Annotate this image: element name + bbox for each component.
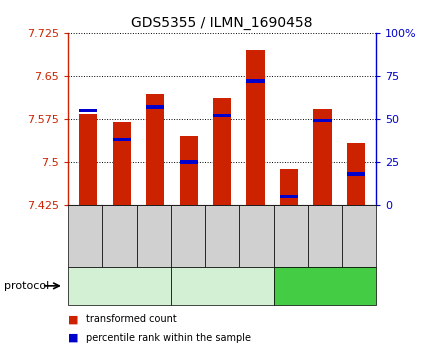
Text: control siRNA
transfected: control siRNA transfected bbox=[294, 276, 355, 295]
Bar bbox=[246, 50, 265, 205]
Bar bbox=[213, 98, 231, 205]
Title: GDS5355 / ILMN_1690458: GDS5355 / ILMN_1690458 bbox=[132, 16, 313, 30]
Text: percentile rank within the sample: percentile rank within the sample bbox=[86, 333, 251, 343]
Bar bbox=[280, 195, 298, 198]
Bar bbox=[113, 122, 131, 205]
Bar bbox=[146, 94, 165, 205]
Text: GSM1193999: GSM1193999 bbox=[355, 211, 363, 261]
Text: GSM1193995: GSM1193995 bbox=[286, 211, 295, 261]
Bar bbox=[313, 109, 332, 205]
Text: transformed count: transformed count bbox=[86, 314, 176, 325]
Bar bbox=[347, 143, 365, 205]
Bar bbox=[180, 160, 198, 164]
Bar bbox=[180, 136, 198, 205]
Bar bbox=[280, 170, 298, 205]
Text: RBP2-siRNA-2
transfected: RBP2-siRNA-2 transfected bbox=[191, 276, 253, 295]
Text: GSM1193998: GSM1193998 bbox=[218, 211, 227, 261]
Text: GSM1194002: GSM1194002 bbox=[115, 211, 124, 261]
Text: GSM1193997: GSM1193997 bbox=[320, 211, 330, 261]
Text: GSM1193996: GSM1193996 bbox=[183, 211, 192, 261]
Text: ■: ■ bbox=[68, 314, 79, 325]
Text: ■: ■ bbox=[68, 333, 79, 343]
Text: RBP2-siRNA-1
transfected: RBP2-siRNA-1 transfected bbox=[88, 276, 150, 295]
Text: GSM1194001: GSM1194001 bbox=[81, 211, 90, 261]
Text: GSM1194003: GSM1194003 bbox=[149, 211, 158, 261]
Bar bbox=[347, 172, 365, 176]
Bar bbox=[313, 119, 332, 122]
Bar bbox=[246, 79, 265, 83]
Bar bbox=[213, 114, 231, 117]
Text: protocol: protocol bbox=[4, 281, 50, 291]
Bar bbox=[113, 138, 131, 141]
Bar bbox=[79, 109, 98, 112]
Text: GSM1194000: GSM1194000 bbox=[252, 211, 261, 261]
Bar bbox=[146, 105, 165, 109]
Bar bbox=[79, 114, 98, 205]
